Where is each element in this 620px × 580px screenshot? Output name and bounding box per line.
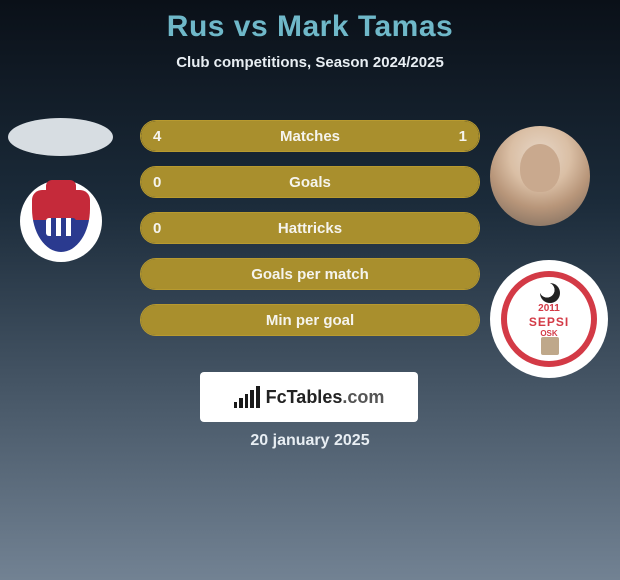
player-left-avatar xyxy=(8,118,113,156)
stat-row: Goals0 xyxy=(140,166,480,198)
club-badge-left xyxy=(20,180,102,262)
footer-domain: .com xyxy=(342,387,384,407)
stat-row: Goals per match xyxy=(140,258,480,290)
shield-icon: 2011 SEPSI OSK xyxy=(501,271,597,367)
stat-label: Hattricks xyxy=(141,213,479,243)
shield-icon xyxy=(32,190,90,252)
ball-icon xyxy=(540,283,560,303)
bars-icon xyxy=(234,386,260,408)
player-right-avatar xyxy=(490,126,590,226)
stat-label: Matches xyxy=(141,121,479,151)
stat-value-right: 1 xyxy=(459,121,467,151)
stat-value-left: 0 xyxy=(153,213,161,243)
stat-row: Min per goal xyxy=(140,304,480,336)
page-title: Rus vs Mark Tamas xyxy=(0,0,620,44)
club-name: SEPSI xyxy=(529,315,569,329)
stat-label: Goals per match xyxy=(141,259,479,289)
stat-label: Goals xyxy=(141,167,479,197)
stat-value-left: 4 xyxy=(153,121,161,151)
tower-icon xyxy=(541,337,559,355)
stat-row: Hattricks0 xyxy=(140,212,480,244)
subtitle: Club competitions, Season 2024/2025 xyxy=(0,54,620,71)
club-badge-right: 2011 SEPSI OSK xyxy=(490,260,608,378)
footer-logo: FcTables.com xyxy=(200,372,418,422)
stat-label: Min per goal xyxy=(141,305,479,335)
date-label: 20 january 2025 xyxy=(0,432,620,450)
stat-row: Matches4 1 xyxy=(140,120,480,152)
comparison-chart: Matches41Goals0Hattricks0Goals per match… xyxy=(140,120,480,350)
club-year: 2011 xyxy=(538,303,560,314)
footer-brand-text: FcTables.com xyxy=(266,387,385,408)
stat-value-left: 0 xyxy=(153,167,161,197)
footer-brand: FcTables xyxy=(266,387,343,407)
